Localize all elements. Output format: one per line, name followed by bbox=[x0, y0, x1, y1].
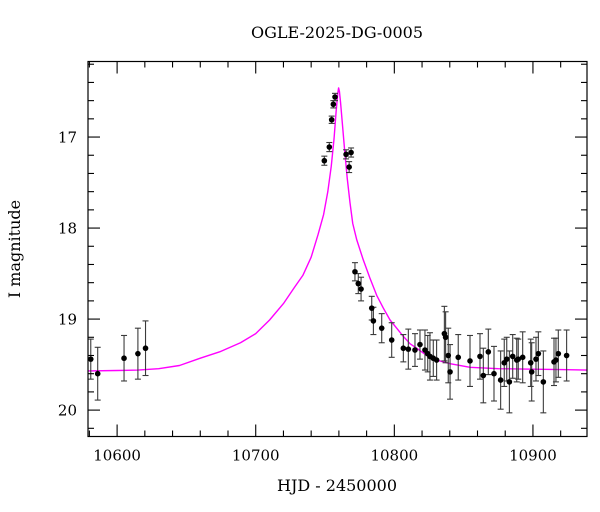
data-point-marker bbox=[368, 305, 375, 311]
data-point-marker bbox=[405, 346, 412, 352]
data-point-marker bbox=[94, 370, 101, 377]
y-tick-label: 17 bbox=[58, 129, 77, 147]
x-axis-label: HJD - 2450000 bbox=[277, 476, 397, 495]
axis-ticks-layer bbox=[88, 61, 587, 437]
data-point-marker bbox=[348, 149, 354, 156]
data-point-marker bbox=[506, 379, 513, 385]
error-bars-layer bbox=[87, 92, 570, 414]
data-point-marker bbox=[467, 358, 473, 364]
y-axis-label: I magnitude bbox=[5, 200, 24, 298]
data-point-marker bbox=[555, 350, 562, 357]
data-point-marker bbox=[497, 377, 504, 383]
data-point-marker bbox=[343, 151, 349, 158]
data-point-marker bbox=[509, 353, 516, 360]
data-point-marker bbox=[346, 164, 352, 170]
data-point-marker bbox=[447, 369, 453, 375]
data-point-marker bbox=[515, 356, 522, 362]
x-tick-label: 10600 bbox=[93, 447, 141, 465]
y-tick-label: 18 bbox=[58, 220, 77, 238]
model-curve bbox=[87, 87, 588, 372]
data-point-marker bbox=[527, 359, 534, 366]
data-point-marker bbox=[352, 268, 358, 275]
data-point-marker bbox=[433, 357, 440, 363]
data-point-marker bbox=[326, 144, 333, 150]
data-point-marker bbox=[445, 352, 452, 359]
x-tick-labels-layer: 10600 10700 10800 10900 bbox=[93, 447, 557, 465]
data-point-marker bbox=[491, 370, 497, 377]
data-point-marker bbox=[417, 341, 423, 348]
data-point-marker bbox=[388, 337, 395, 343]
data-point-marker bbox=[480, 372, 487, 379]
x-tick-label: 10900 bbox=[509, 447, 557, 465]
y-tick-labels-layer: 17 18 19 20 bbox=[58, 129, 77, 420]
model-curve-layer bbox=[87, 87, 588, 372]
data-point-marker bbox=[121, 355, 127, 362]
data-point-marker bbox=[142, 345, 149, 352]
data-point-marker bbox=[358, 286, 364, 292]
data-point-marker bbox=[455, 354, 462, 361]
data-point-marker bbox=[442, 334, 449, 341]
data-point-marker bbox=[332, 94, 338, 100]
data-point-marker bbox=[87, 356, 94, 362]
y-tick-label: 19 bbox=[58, 311, 77, 329]
data-point-marker bbox=[528, 369, 535, 375]
data-point-marker bbox=[355, 280, 362, 287]
plot-frame bbox=[87, 60, 588, 438]
data-point-marker bbox=[533, 356, 539, 362]
x-tick-label: 10700 bbox=[232, 447, 280, 465]
data-point-marker bbox=[503, 356, 510, 362]
data-point-marker bbox=[412, 347, 418, 353]
data-point-marker bbox=[321, 157, 328, 164]
chart-title: OGLE-2025-DG-0005 bbox=[251, 23, 423, 42]
data-point-marker bbox=[553, 357, 559, 363]
data-point-marker bbox=[400, 345, 407, 352]
data-point-marker bbox=[519, 354, 526, 361]
data-point-marker bbox=[378, 325, 385, 331]
data-point-marker bbox=[135, 350, 141, 357]
data-point-marker bbox=[563, 352, 570, 359]
data-point-marker bbox=[485, 349, 492, 355]
data-point-marker bbox=[330, 101, 337, 108]
data-point-marker bbox=[370, 318, 377, 324]
data-point-marker bbox=[328, 116, 335, 123]
y-tick-label: 20 bbox=[58, 402, 77, 420]
data-point-marker bbox=[535, 350, 542, 357]
data-point-marker bbox=[540, 379, 547, 385]
x-tick-label: 10800 bbox=[370, 447, 418, 465]
data-points-layer bbox=[87, 94, 570, 385]
data-point-marker bbox=[477, 353, 483, 360]
